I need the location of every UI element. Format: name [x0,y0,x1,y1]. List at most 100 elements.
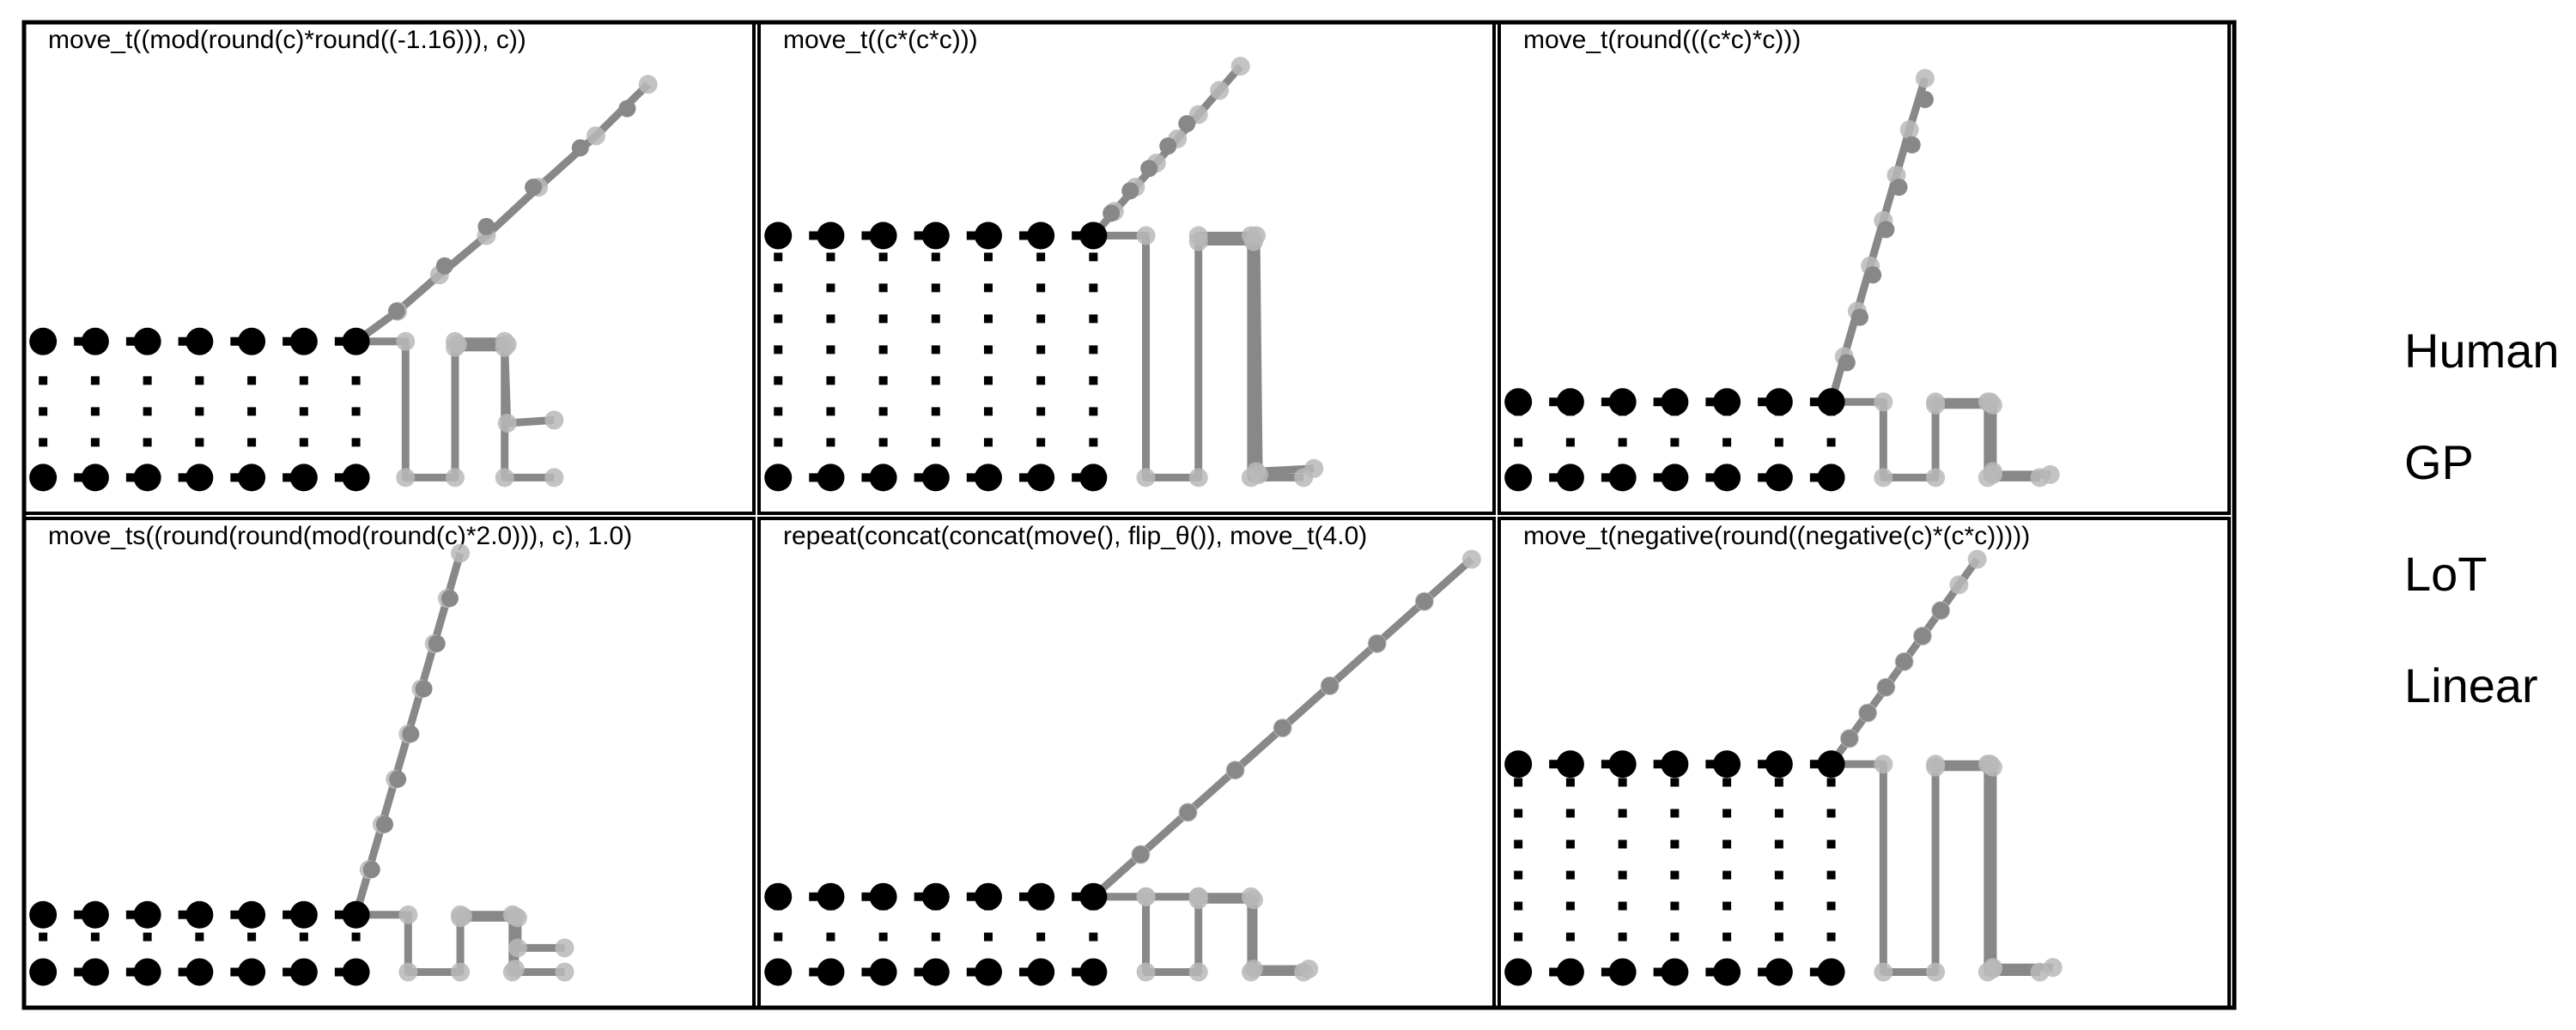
model-point [1249,464,1269,484]
human-point [133,464,161,492]
panel-title: move_t(round(((c*c)*c))) [1523,26,1801,54]
model-point [1926,962,1946,982]
human-diagonal-point [1890,179,1908,197]
human-point [1765,958,1793,986]
human-diagonal-point [1840,730,1858,748]
model-point [451,962,471,982]
model-point [507,938,527,958]
human-diagonal-point [1226,761,1244,779]
human-diagonal-point [1864,266,1882,284]
human-diagonal-point [440,590,459,608]
panel-content [1504,549,2063,986]
human-point [1556,750,1584,779]
panel-frame [757,21,1496,515]
human-diagonal-point [1877,221,1895,239]
legend-human: Human [2404,324,2560,378]
panel: repeat(concat(concat(move(), flip_θ()), … [757,517,1496,1009]
panel: move_t(negative(round((negative(c)*(c*c)… [1498,517,2231,1009]
human-point [185,464,214,492]
panel-title: move_t((c*(c*c))) [783,26,978,54]
human-point [1661,388,1689,416]
model-point [398,962,418,982]
human-diagonal-point [387,302,405,320]
model-point [1136,887,1156,906]
human-point [1713,958,1741,986]
human-point [1661,958,1689,986]
human-point [29,327,58,355]
model-point [505,906,525,926]
human-point [81,900,109,929]
human-point [1504,464,1533,492]
human-point [1079,464,1108,492]
human-diagonal-point [1103,204,1121,222]
human-diagonal-point [428,634,446,652]
model-point [1247,226,1267,245]
model-point [396,468,416,488]
panel-content [29,75,658,492]
human-point [817,882,845,911]
model-point [555,938,574,958]
human-point [1765,750,1793,779]
human-point [764,882,793,911]
model-point [1915,69,1935,88]
human-point [1027,221,1055,250]
panel-title: move_t((mod(round(c)*round((-1.16))), c)… [48,26,526,54]
panel-content [29,543,574,986]
model-point [495,468,514,488]
legend-gp: GP [2404,435,2474,489]
human-diagonal-point [376,815,393,833]
legend: Human GP LoT Linear [2404,324,2560,712]
model-point [1874,392,1893,412]
human-point [289,464,318,492]
model-point [1243,890,1263,910]
human-diagonal-point [1932,602,1950,620]
human-point [81,327,109,355]
human-point [817,464,845,492]
human-point [289,900,318,929]
figure-frame [21,20,2237,1010]
human-point [238,327,266,355]
human-point [764,221,793,250]
human-point [921,958,950,986]
model-point [1243,959,1263,978]
human-point [29,464,58,492]
model-point [1926,395,1946,415]
model-point [1983,462,2002,482]
panel: move_t((c*(c*c))) [757,21,1496,515]
human-diagonal-point [362,861,380,879]
human-point [238,464,266,492]
human-diagonal-point [1179,803,1197,821]
human-point [133,958,161,986]
model-point [497,335,517,354]
panel: move_t(round(((c*c)*c))) [1498,21,2231,515]
human-diagonal-point [1321,676,1339,694]
human-point [342,464,370,492]
model-point [2040,464,2060,484]
human-diagonal-point [477,217,495,235]
model-path [355,337,555,482]
human-point [1608,464,1637,492]
human-point [185,900,214,929]
model-point [1926,468,1946,488]
model-path [463,912,519,969]
human-diagonal-point [1121,182,1139,200]
model-point [1926,757,1946,777]
panel-frame [22,21,756,515]
model-point [1136,226,1156,245]
model-point [555,962,574,982]
human-point [1504,388,1533,416]
model-point [1874,468,1893,488]
human-diagonal-point [1895,652,1913,670]
human-point [817,958,845,986]
human-point [817,221,845,250]
model-point [1874,754,1893,774]
model-point [1136,962,1156,982]
human-point [869,221,897,250]
panel-frame [757,517,1496,1009]
human-point [921,882,950,911]
human-point [133,900,161,929]
human-point [1817,464,1845,492]
model-point [1210,81,1230,100]
panel-title: repeat(concat(concat(move(), flip_θ()), … [783,522,1367,550]
human-point [29,958,58,986]
